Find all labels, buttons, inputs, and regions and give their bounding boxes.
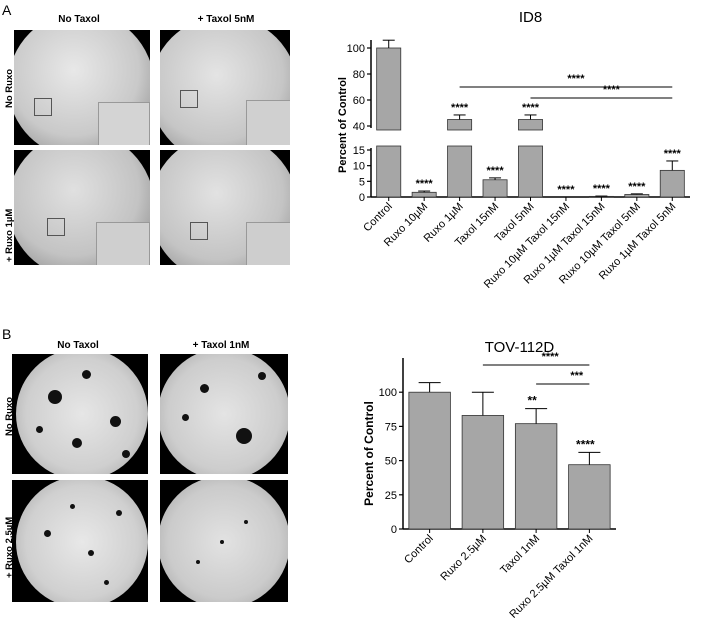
panel-letter-b: B	[2, 326, 12, 342]
significance-label: ****	[416, 178, 434, 190]
bar	[447, 145, 473, 198]
bracket-label: ****	[542, 351, 560, 363]
micrograph-a-no-ruxo-taxol	[160, 30, 290, 145]
bar	[447, 119, 473, 131]
significance-label: ****	[628, 181, 646, 193]
bar	[376, 145, 402, 198]
x-tick-label: Control	[402, 533, 436, 567]
y-axis-label: Percent of Control	[362, 401, 376, 506]
y-tick-label: 100	[347, 43, 365, 55]
y-tick-label: 5	[359, 176, 365, 188]
y-tick-label: 25	[385, 490, 397, 502]
y-tick-label: 10	[353, 161, 365, 173]
significance-label: ****	[664, 148, 682, 160]
y-tick-label: 60	[353, 95, 365, 107]
y-tick-label: 15	[353, 145, 365, 157]
bar	[659, 169, 685, 198]
micrograph-a-ruxo-no-taxol	[14, 150, 150, 265]
bar	[411, 191, 437, 198]
y-tick-label: 0	[359, 192, 365, 204]
chart-id8: ID8 Percent of Control 0 5 10 15 40 60 80 100 Cont…	[337, 9, 690, 291]
y-tick-label: 0	[391, 524, 397, 536]
col-label-a-no-taxol: No Taxol	[58, 14, 100, 25]
bracket-label: ****	[567, 73, 585, 85]
significance-label: ****	[522, 102, 540, 114]
y-tick-label: 50	[385, 456, 397, 468]
micrograph-b-no-ruxo-taxol	[160, 354, 288, 474]
significance-label: **	[527, 394, 537, 408]
x-tick-label: Ruxo 2.5µM	[438, 533, 489, 584]
significance-label: ****	[557, 184, 575, 196]
bar	[518, 145, 543, 198]
significance-label: ****	[451, 102, 469, 114]
bar	[518, 119, 543, 131]
bar	[514, 423, 558, 530]
x-tick-label: Taxol 1nM	[498, 533, 542, 577]
bracket-label: ****	[603, 84, 621, 96]
micrograph-b-ruxo-no-taxol	[12, 480, 148, 602]
bar	[376, 47, 402, 131]
y-tick-label: 100	[379, 387, 397, 399]
bar	[624, 194, 650, 198]
bar	[482, 179, 508, 198]
col-label-a-taxol: + Taxol 5nM	[197, 14, 255, 25]
bar	[408, 391, 451, 530]
significance-label: ****	[593, 183, 611, 195]
micrograph-b-no-ruxo-no-taxol	[12, 354, 148, 474]
significance-label: ****	[576, 437, 595, 451]
micrograph-a-no-ruxo-no-taxol	[14, 30, 150, 145]
panel-letter-a: A	[2, 2, 12, 18]
y-tick-label: 75	[385, 421, 397, 433]
y-tick-label: 80	[353, 69, 365, 81]
bar	[568, 464, 611, 530]
bracket-label: ***	[570, 370, 584, 382]
col-label-b-no-taxol: No Taxol	[57, 340, 99, 351]
chart-tov112d: TOV-112D Percent of Control 0 25 50 75 100 Cont…	[362, 339, 616, 621]
x-tick-label: Control	[361, 201, 395, 235]
bar	[461, 415, 505, 530]
micrograph-b-ruxo-taxol	[160, 480, 288, 602]
micrograph-a-ruxo-taxol	[160, 150, 290, 265]
y-axis-label: Percent of Control	[337, 77, 349, 173]
significance-label: ****	[486, 165, 504, 177]
chart-title: ID8	[519, 9, 542, 26]
y-tick-label: 40	[353, 121, 365, 133]
chart-title: TOV-112D	[485, 339, 555, 356]
col-label-b-taxol: + Taxol 1nM	[192, 340, 250, 351]
